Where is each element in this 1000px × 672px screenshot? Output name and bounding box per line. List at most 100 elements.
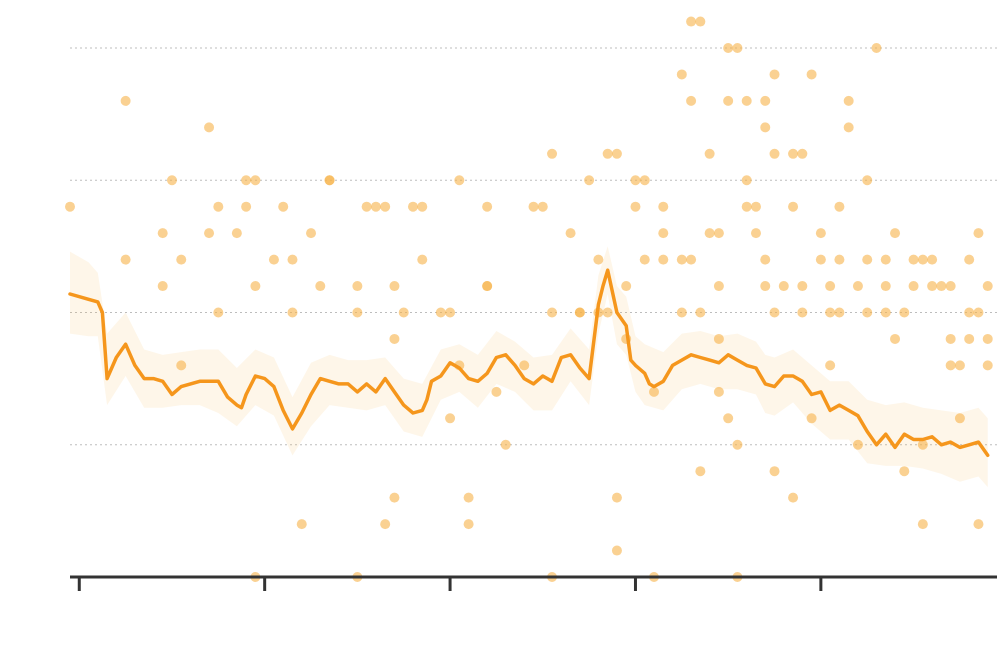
data-point — [825, 360, 836, 371]
data-point — [917, 439, 928, 450]
data-point — [676, 69, 687, 80]
data-point — [973, 307, 984, 318]
data-point — [658, 254, 669, 265]
data-point — [241, 201, 252, 212]
data-point — [760, 281, 771, 292]
data-point — [537, 201, 548, 212]
data-point — [797, 148, 808, 159]
data-point — [482, 201, 493, 212]
data-point — [862, 307, 873, 318]
data-point — [769, 307, 780, 318]
data-point — [241, 175, 252, 186]
data-point — [417, 201, 428, 212]
data-point — [788, 148, 799, 159]
data-point — [769, 466, 780, 477]
data-point — [287, 307, 298, 318]
data-point — [815, 228, 826, 239]
data-point — [213, 307, 224, 318]
data-point — [843, 95, 854, 106]
data-point — [602, 148, 613, 159]
data-point — [713, 386, 724, 397]
data-point — [982, 281, 993, 292]
data-point — [760, 122, 771, 133]
data-point — [500, 439, 511, 450]
data-point — [890, 228, 901, 239]
data-point — [750, 201, 761, 212]
data-point — [769, 148, 780, 159]
data-point — [611, 545, 622, 556]
data-points — [65, 16, 993, 582]
data-point — [713, 281, 724, 292]
data-point — [639, 175, 650, 186]
data-point — [954, 413, 965, 424]
data-point — [815, 254, 826, 265]
data-point — [862, 175, 873, 186]
data-point — [454, 175, 465, 186]
data-point — [964, 307, 975, 318]
data-point — [435, 307, 446, 318]
data-point — [352, 281, 363, 292]
data-point — [389, 333, 400, 344]
data-point — [760, 95, 771, 106]
data-point — [825, 307, 836, 318]
data-point — [964, 333, 975, 344]
data-point — [880, 281, 891, 292]
data-point — [621, 281, 632, 292]
data-point — [982, 360, 993, 371]
data-point — [658, 201, 669, 212]
data-point — [611, 148, 622, 159]
data-point — [676, 307, 687, 318]
data-point — [398, 307, 409, 318]
data-point — [741, 95, 752, 106]
data-point — [806, 413, 817, 424]
data-point — [278, 201, 289, 212]
data-point — [166, 175, 177, 186]
data-point — [973, 228, 984, 239]
x-axis — [70, 575, 997, 591]
data-point — [204, 228, 215, 239]
data-point — [704, 148, 715, 159]
data-point — [250, 281, 261, 292]
data-point — [954, 360, 965, 371]
data-point — [769, 69, 780, 80]
data-point — [713, 333, 724, 344]
data-point — [491, 386, 502, 397]
trend-line — [68, 268, 990, 458]
data-point — [65, 201, 75, 212]
data-point — [463, 492, 474, 503]
data-point — [788, 492, 799, 503]
data-point — [862, 254, 873, 265]
data-point — [713, 228, 724, 239]
data-point — [593, 254, 604, 265]
data-point — [880, 254, 891, 265]
data-point — [231, 228, 242, 239]
data-point — [936, 281, 947, 292]
data-point — [834, 201, 845, 212]
data-point — [157, 228, 168, 239]
data-point — [658, 228, 669, 239]
data-point — [676, 254, 687, 265]
data-point — [213, 201, 224, 212]
data-point — [973, 519, 984, 530]
data-point — [361, 201, 372, 212]
data-point — [908, 254, 919, 265]
data-point — [686, 95, 697, 106]
data-point — [176, 254, 187, 265]
data-point — [482, 281, 493, 292]
data-point — [389, 281, 400, 292]
data-point — [760, 254, 771, 265]
data-point — [750, 228, 761, 239]
data-point — [204, 122, 215, 133]
data-point — [324, 175, 335, 186]
data-point — [834, 307, 845, 318]
data-point — [852, 439, 863, 450]
data-point — [917, 519, 928, 530]
data-point — [463, 519, 474, 530]
data-point — [741, 175, 752, 186]
data-point — [574, 307, 585, 318]
data-point — [945, 281, 956, 292]
data-point — [732, 43, 743, 53]
data-point — [945, 360, 956, 371]
data-point — [964, 254, 975, 265]
